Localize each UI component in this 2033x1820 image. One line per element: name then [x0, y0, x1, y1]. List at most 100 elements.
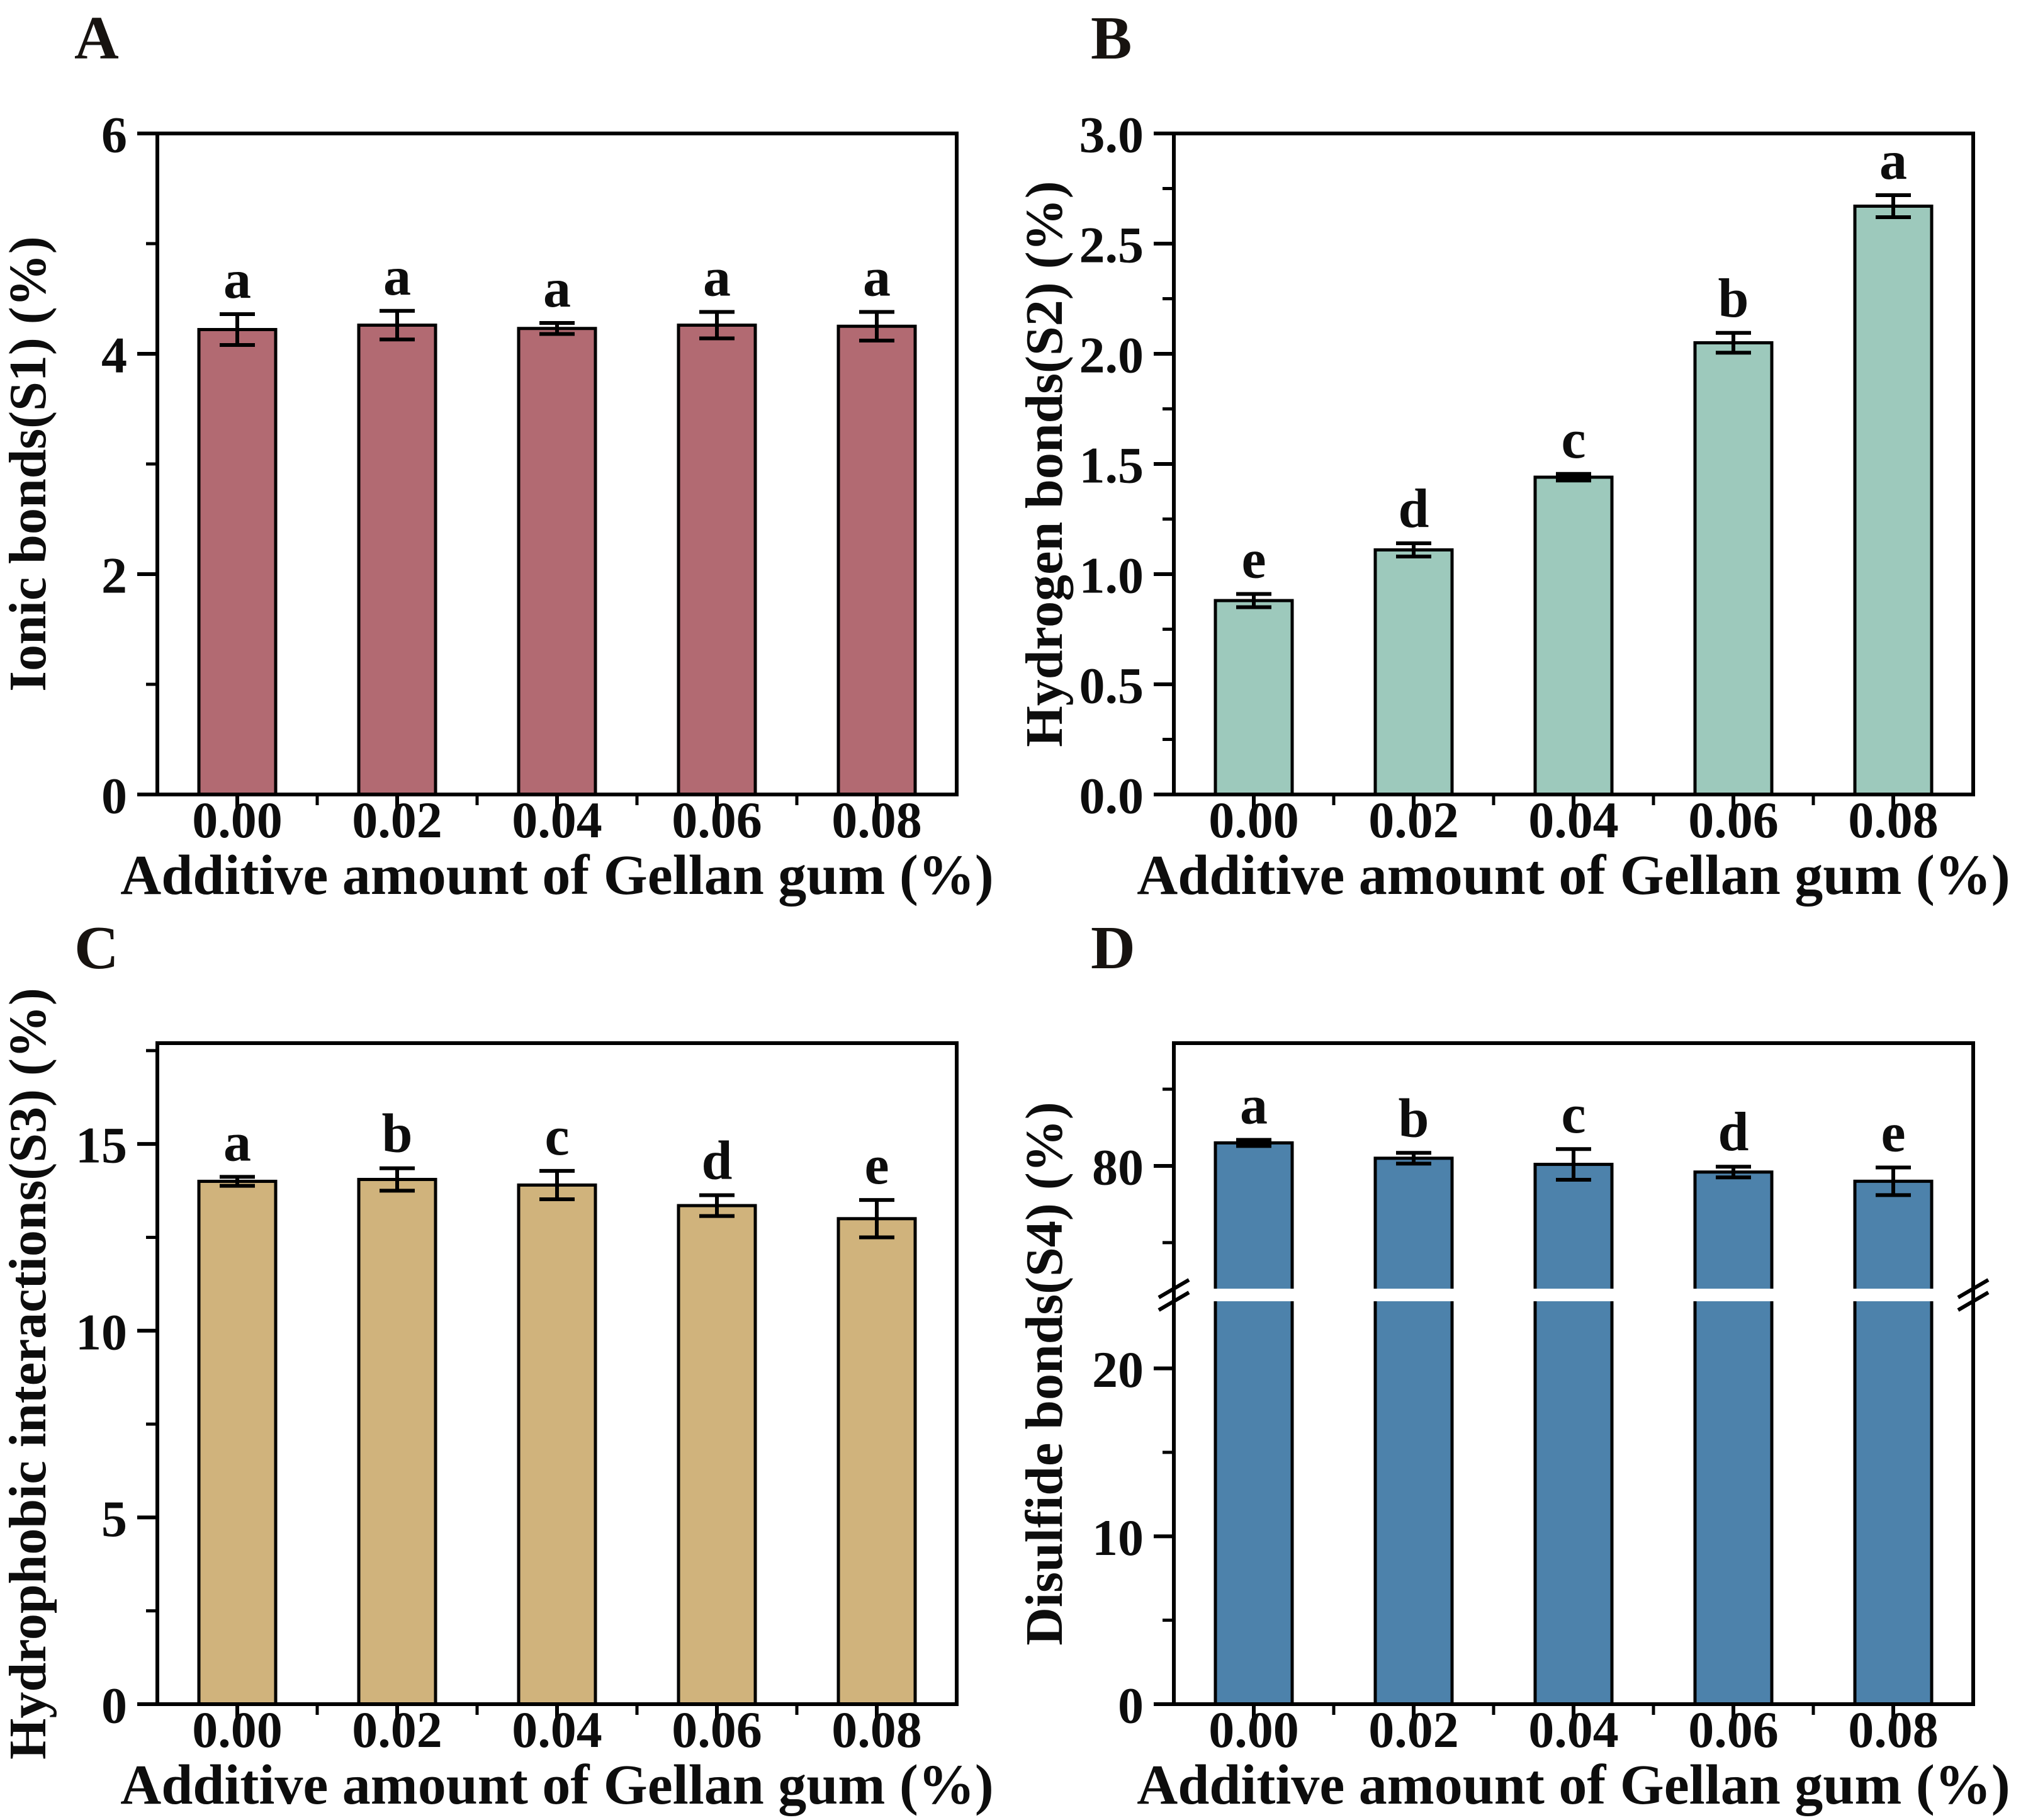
x-tick-label: 0.00: [1208, 791, 1299, 849]
x-tick-label: 0.08: [831, 1701, 922, 1758]
x-axis-label: Additive amount of Gellan gum (%): [1137, 1754, 2010, 1816]
x-tick-label: 0.02: [352, 1701, 442, 1758]
sig-letter: c: [1561, 409, 1585, 470]
panel-C: C 0 5 10 15 0.00 0.02 0.04 0.06 0.08 a b c d e Hydroph…: [0, 910, 1016, 1819]
y-tick-label: 2: [101, 547, 127, 604]
error-bars-group: a b c d e: [220, 1104, 894, 1240]
sig-letter: a: [543, 258, 571, 319]
bar-0.00: [1214, 1141, 1294, 1706]
axis-break-slash: [1157, 1278, 1190, 1299]
bar-0.08: [836, 324, 917, 796]
x-tick-label: 0.04: [512, 1701, 602, 1758]
sig-letter: a: [223, 249, 251, 310]
axis-break-band: [1176, 1289, 1971, 1301]
sig-letter: a: [863, 247, 891, 308]
panel-D: D 0 10 20 80 0.00 0.02 0.04 0.06 0.08 a b c d e Disulf…: [1016, 910, 2033, 1819]
y-tick-label: 10: [76, 1303, 127, 1360]
bars-group: [197, 324, 917, 796]
bars-group: [1214, 1141, 1934, 1706]
bar-0.08: [1853, 1179, 1934, 1706]
y-tick-label: 20: [1092, 1341, 1144, 1398]
bar-0.00: [1214, 599, 1294, 796]
x-tick-label: 0.04: [512, 791, 602, 849]
bar-0.04: [517, 1183, 597, 1706]
x-tick-label: 0.00: [192, 1701, 283, 1758]
x-tick-label: 0.08: [1848, 791, 1939, 849]
y-tick-label: 4: [101, 327, 127, 384]
chart-A: 0 2 4 6 0.00 0.02 0.04 0.06 0.08 a a a a a Ionic bonds…: [0, 106, 994, 907]
y-tick-label: 5: [101, 1490, 127, 1547]
y-tick-label: 15: [76, 1117, 127, 1174]
y-tick-label: 6: [101, 106, 127, 164]
bar-0.02: [357, 1178, 437, 1706]
sig-letter: e: [1241, 529, 1266, 591]
bar-0.06: [677, 1204, 757, 1706]
bars-group: [1214, 205, 1934, 796]
bar-0.08: [836, 1217, 917, 1706]
y-tick-label: 0: [101, 1677, 127, 1734]
x-tick-label: 0.08: [1848, 1701, 1939, 1758]
sig-letter: b: [1718, 268, 1749, 329]
y-tick-label: 0.5: [1079, 657, 1144, 715]
x-tick-label: 0.02: [352, 791, 442, 849]
panel-B-letter: B: [1091, 4, 1132, 72]
panel-B: B 0.0 0.5 1.0 1.5 2.0 2.5 3.0 0.00 0.02 0.04 0.06 0…: [1016, 0, 2033, 910]
error-bars-group: e d c b a: [1236, 130, 1911, 609]
y-axis-ticks: 0 10 20 80: [1092, 1087, 1174, 1734]
sig-letter: d: [1718, 1102, 1749, 1163]
x-tick-label: 0.02: [1368, 1701, 1459, 1758]
bar-0.02: [1373, 548, 1454, 796]
x-tick-label: 0.06: [1688, 1701, 1779, 1758]
bar-0.04: [517, 327, 597, 796]
x-axis-ticks: 0.00 0.02 0.04 0.06 0.08: [1208, 1701, 1939, 1758]
x-tick-label: 0.04: [1528, 1701, 1619, 1758]
x-axis-ticks: 0.00 0.02 0.04 0.06 0.08: [192, 1701, 922, 1758]
y-tick-label: 1.5: [1079, 437, 1144, 494]
y-axis-label: Disulfide bonds(S4) (%): [1016, 1102, 1074, 1646]
axis-break-slash: [1957, 1278, 1990, 1299]
y-axis-ticks: 0 2 4 6: [101, 106, 157, 825]
bar-0.02: [1373, 1156, 1454, 1706]
x-axis-ticks: 0.00 0.02 0.04 0.06 0.08: [1208, 791, 1939, 849]
panel-D-letter: D: [1091, 914, 1135, 982]
panel-A-letter: A: [74, 4, 119, 72]
bar-0.06: [677, 324, 757, 796]
sig-letter: a: [1240, 1075, 1268, 1136]
y-tick-label: 0: [1118, 1677, 1144, 1734]
x-axis-label: Additive amount of Gellan gum (%): [120, 844, 994, 907]
y-axis-ticks: 0 5 10 15: [76, 1049, 157, 1734]
y-axis-label: Hydrophobic interactions(S3) (%): [0, 988, 57, 1760]
chart-B: 0.00.51.01.52.02.53.00.00 0.02 0.04 0.06 0.0…: [1016, 106, 2010, 907]
x-axis-label: Additive amount of Gellan gum (%): [1137, 844, 2010, 907]
bar-0.00: [197, 1179, 278, 1706]
x-tick-label: 0.08: [831, 791, 922, 849]
x-axis-ticks: 0.00 0.02 0.04 0.06 0.08: [192, 791, 922, 849]
sig-letter: a: [703, 247, 731, 308]
bar-0.06: [1693, 1170, 1774, 1706]
sig-letter: c: [1561, 1084, 1585, 1145]
sig-letter: b: [382, 1104, 413, 1165]
y-tick-label: 2.0: [1079, 327, 1144, 384]
panel-A: A 0 2 4 6 0.00 0.02 0.04 0.06 0.08 a a a a a Ionic bon…: [0, 0, 1016, 910]
x-tick-label: 0.06: [672, 791, 762, 849]
sig-letter: d: [1399, 478, 1429, 540]
axis-break-slash: [1157, 1291, 1190, 1312]
y-tick-label: 0: [101, 767, 127, 825]
x-tick-label: 0.06: [672, 1701, 762, 1758]
bar-0.06: [1693, 341, 1774, 796]
x-tick-label: 0.00: [192, 791, 283, 849]
bar-0.08: [1853, 205, 1934, 796]
bar-0.02: [357, 324, 437, 796]
sig-letter: e: [1881, 1102, 1905, 1163]
y-axis-ticks: 0.0 0.5 1.0 1.5 2.0 2.5 3.0: [1079, 106, 1174, 825]
chart-C: 0 5 10 15 0.00 0.02 0.04 0.06 0.08 a b c d e Hydrophob…: [0, 988, 994, 1816]
y-axis-label: Hydrogen bonds(S2) (%): [1016, 181, 1074, 747]
x-tick-label: 0.00: [1208, 1701, 1299, 1758]
error-bars-group: a b c d e: [1236, 1075, 1911, 1197]
sig-letter: e: [864, 1135, 889, 1196]
y-tick-label: 80: [1092, 1139, 1144, 1196]
bar-0.00: [197, 328, 278, 796]
sig-letter: a: [383, 246, 411, 307]
